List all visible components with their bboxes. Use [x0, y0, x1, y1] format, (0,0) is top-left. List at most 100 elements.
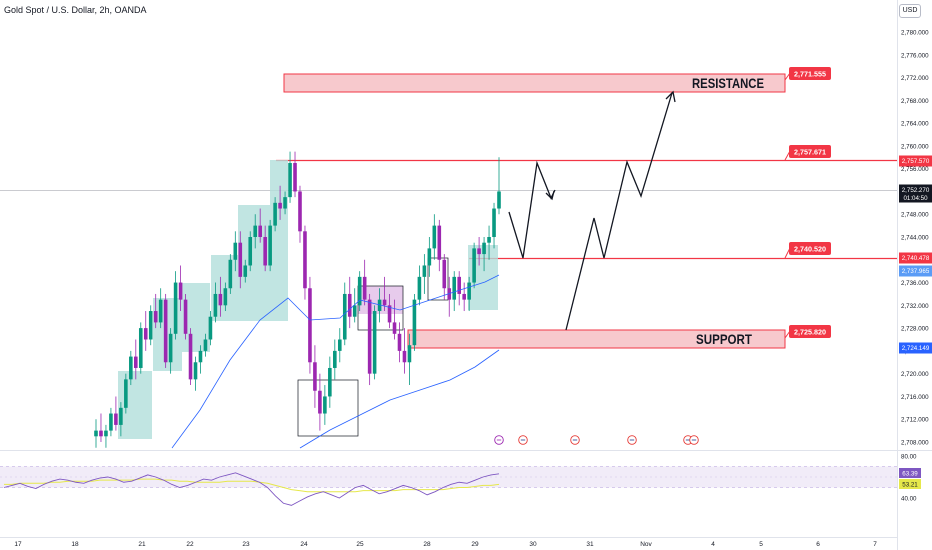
y-tick-label: 2,764.000 [901, 121, 929, 128]
candle-body [233, 242, 238, 260]
candle-body [213, 293, 218, 317]
moving-average-line [171, 274, 500, 449]
candle-body [183, 299, 188, 334]
candle-body [422, 265, 427, 277]
y-tick-label: 2,748.000 [901, 212, 929, 219]
y-tick-label: 2,768.000 [901, 98, 929, 105]
rsi-ma-badge [899, 479, 921, 489]
y-tick-label: 2,760.000 [901, 143, 929, 150]
candle-body [452, 276, 457, 300]
range-box [297, 379, 359, 437]
candle-body [288, 162, 292, 198]
price-axis-badge-label: 2,737.965 [902, 268, 930, 275]
price-axis-badge [899, 265, 932, 277]
rsi-line [3, 472, 500, 506]
y-tick-label: 2,716.000 [901, 394, 929, 401]
candle-body [193, 362, 198, 380]
candle-body [188, 333, 193, 380]
zone-label-support: SUPPORT [696, 331, 752, 347]
rsi-value-label: 63.39 [902, 471, 918, 478]
candle-body [462, 293, 466, 300]
demand-zone [118, 371, 152, 439]
candle-body [253, 225, 258, 237]
projection-path [508, 160, 556, 259]
candle-body [173, 282, 178, 334]
y-tick-label: 2,776.000 [901, 52, 929, 59]
candle-body [134, 356, 138, 368]
candle-body [258, 225, 262, 237]
candle-body [308, 288, 312, 363]
candle-body [94, 430, 98, 437]
x-tick-label: 5 [759, 541, 763, 548]
candle-body [412, 299, 417, 346]
y-tick-label: 2,712.000 [901, 417, 929, 424]
rsi-band [0, 466, 897, 488]
candle-body [417, 276, 422, 300]
arrow-head [545, 190, 555, 201]
candle-body [143, 328, 148, 340]
x-tick-label: 22 [186, 541, 194, 548]
price-axis-badge [899, 184, 932, 203]
candle-body [114, 413, 118, 425]
candle-body [124, 379, 128, 408]
candle-body [268, 225, 272, 266]
candle-body [168, 333, 173, 363]
candle-body [362, 276, 367, 300]
y-tick-label: 2,780.000 [901, 30, 929, 37]
candle-body [178, 282, 183, 300]
zone-resistance [283, 73, 786, 93]
candle-body [203, 339, 208, 351]
arrow-head [665, 90, 676, 103]
candle-body [293, 162, 297, 192]
candle-body [278, 202, 282, 209]
y-tick-label: 2,708.000 [901, 440, 929, 447]
candle-body [457, 276, 461, 294]
y-tick-label: 2,728.000 [901, 326, 929, 333]
x-tick-label: 7 [873, 541, 877, 548]
candle-body [497, 191, 501, 209]
x-tick-label: 25 [356, 541, 364, 548]
candle-body [372, 311, 377, 374]
candle-body [119, 407, 123, 425]
candle-body [138, 328, 143, 368]
zone-support [407, 329, 786, 349]
price-axis-badge-label: 2,752.270 [902, 187, 930, 194]
candle-body [283, 197, 287, 209]
candle-body [392, 322, 397, 334]
candle-body [402, 350, 407, 363]
candle-body [442, 259, 447, 289]
level-badge-label: 2,725.820 [794, 328, 826, 337]
candle-body [323, 396, 327, 414]
candle-body [158, 299, 163, 323]
candle-body [198, 350, 203, 363]
candle-body [328, 367, 332, 397]
y-tick-label: 2,756.000 [901, 166, 929, 173]
price-axis-badge-label: 2,724.149 [902, 345, 930, 352]
x-tick-label: 6 [816, 541, 820, 548]
range-box [357, 285, 404, 331]
candle-body [427, 248, 432, 266]
y-tick-label: 2,744.000 [901, 235, 929, 242]
candle-body [208, 316, 213, 340]
x-tick-label: 30 [529, 541, 537, 548]
demand-zone [153, 298, 182, 371]
zone-label-resistance: RESISTANCE [692, 75, 764, 91]
level-badge [789, 145, 831, 158]
currency-button[interactable]: USD [899, 4, 921, 18]
candle-body [228, 259, 233, 289]
y-tick-label: 2,772.000 [901, 75, 929, 82]
x-tick-label: Nov [640, 541, 652, 548]
x-tick-label: 21 [138, 541, 146, 548]
price-axis-badge-label: 2,757.570 [902, 158, 930, 165]
rsi-ma-value-label: 53.21 [902, 482, 918, 489]
candle-body [148, 311, 153, 340]
candle-body [382, 299, 387, 306]
x-tick-label: 28 [423, 541, 431, 548]
rsi-tick-label: 80.00 [901, 454, 917, 461]
candle-body [238, 242, 243, 277]
level-badge-label: 2,757.671 [794, 148, 826, 157]
candle-body [432, 225, 437, 249]
candle-body [318, 390, 322, 414]
candle-body [377, 299, 382, 312]
